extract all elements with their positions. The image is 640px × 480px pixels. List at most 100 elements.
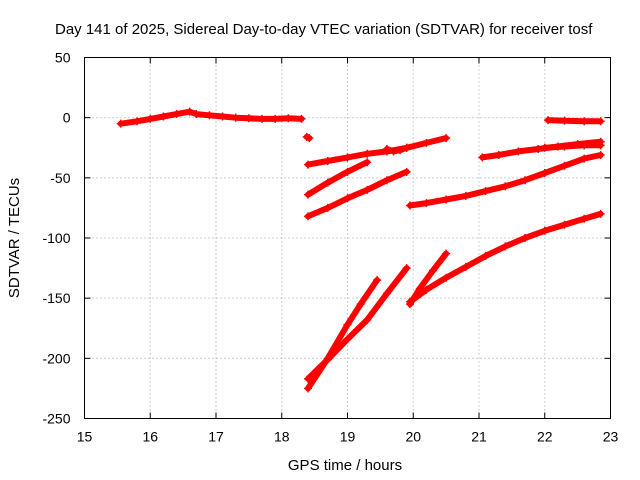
data-point xyxy=(323,156,332,165)
y-tick-label: -250 xyxy=(42,411,70,427)
series-trace xyxy=(407,152,604,209)
data-point xyxy=(580,141,589,150)
data-point xyxy=(343,335,352,344)
axis-ticks: 15 16 17 18 19 20 21 22 23 50 0 -50 -100 -150 -200 -250 xyxy=(42,50,618,445)
data-point xyxy=(231,113,240,122)
data-point xyxy=(422,138,431,147)
data-point xyxy=(405,201,414,210)
data-point xyxy=(205,111,214,120)
data-point xyxy=(405,297,414,306)
data-point xyxy=(560,220,569,229)
data-point xyxy=(402,264,411,273)
data-point xyxy=(343,153,352,162)
y-tick-label: -50 xyxy=(50,170,70,186)
data-point xyxy=(133,117,142,126)
data-point xyxy=(580,154,589,163)
data-point xyxy=(481,252,490,261)
data-series xyxy=(405,209,605,306)
data-point xyxy=(402,143,411,152)
data-point xyxy=(521,176,530,185)
data-point xyxy=(402,167,411,176)
data-series xyxy=(304,134,451,169)
x-tick-label: 20 xyxy=(405,429,421,445)
y-tick-label: -150 xyxy=(42,290,70,306)
data-point xyxy=(284,114,293,123)
data-point xyxy=(461,191,470,200)
data-point xyxy=(304,384,313,393)
x-tick-label: 16 xyxy=(142,429,158,445)
data-point xyxy=(304,190,313,199)
data-point xyxy=(172,110,181,119)
x-tick-label: 18 xyxy=(274,429,290,445)
data-series xyxy=(405,150,605,210)
data-point xyxy=(185,107,194,116)
data-point xyxy=(356,300,365,309)
data-point xyxy=(560,161,569,170)
data-point xyxy=(596,150,605,159)
series-trace xyxy=(541,142,604,151)
x-tick-label: 17 xyxy=(208,429,224,445)
data-point xyxy=(514,147,523,156)
data-layer xyxy=(116,107,605,393)
data-series xyxy=(304,167,411,221)
data-point xyxy=(442,195,451,204)
data-point xyxy=(323,355,332,364)
data-point xyxy=(580,214,589,223)
x-axis-title: GPS time / hours xyxy=(288,457,402,474)
data-point xyxy=(580,117,589,126)
data-point xyxy=(396,146,405,155)
data-point xyxy=(442,134,451,143)
data-point xyxy=(540,169,549,178)
x-tick-label: 21 xyxy=(471,429,487,445)
data-point xyxy=(343,167,352,176)
series-trace xyxy=(117,108,305,127)
y-axis-title: SDTVAR / TECUs xyxy=(6,178,23,298)
data-point xyxy=(343,320,352,329)
data-point xyxy=(304,212,313,221)
data-point xyxy=(323,203,332,212)
data-series xyxy=(382,143,411,156)
data-point xyxy=(373,276,382,285)
data-series xyxy=(544,116,605,126)
x-tick-label: 22 xyxy=(537,429,553,445)
series-trace xyxy=(305,168,410,220)
data-point xyxy=(363,185,372,194)
series-trace xyxy=(407,210,604,305)
data-point xyxy=(192,110,201,119)
y-tick-label: 50 xyxy=(55,50,71,66)
data-series xyxy=(540,141,605,152)
data-point xyxy=(382,144,391,153)
data-point xyxy=(363,158,372,167)
data-point xyxy=(382,289,391,298)
data-point xyxy=(389,147,398,156)
x-tick-label: 23 xyxy=(603,429,619,445)
data-point xyxy=(428,266,437,275)
data-point xyxy=(596,141,605,150)
data-point xyxy=(258,114,267,123)
data-point xyxy=(271,114,280,123)
data-point xyxy=(363,315,372,324)
data-point xyxy=(116,119,125,128)
data-series xyxy=(304,264,411,383)
data-point xyxy=(442,249,451,258)
data-point xyxy=(540,226,549,235)
data-point xyxy=(363,149,372,158)
data-point xyxy=(560,116,569,125)
data-point xyxy=(304,160,313,169)
y-tick-label: -100 xyxy=(42,230,70,246)
data-point xyxy=(481,187,490,196)
data-point xyxy=(544,116,553,125)
chart-title: Day 141 of 2025, Sidereal Day-to-day VTE… xyxy=(55,21,593,38)
data-point xyxy=(534,144,543,153)
data-series xyxy=(116,107,306,128)
data-point xyxy=(501,242,510,251)
data-point xyxy=(596,209,605,218)
data-point xyxy=(494,150,503,159)
data-point xyxy=(305,134,314,143)
x-tick-label: 19 xyxy=(340,429,356,445)
data-point xyxy=(218,112,227,121)
data-point xyxy=(442,273,451,282)
data-series xyxy=(302,132,314,143)
series-trace xyxy=(305,159,371,198)
series-trace xyxy=(545,117,604,125)
